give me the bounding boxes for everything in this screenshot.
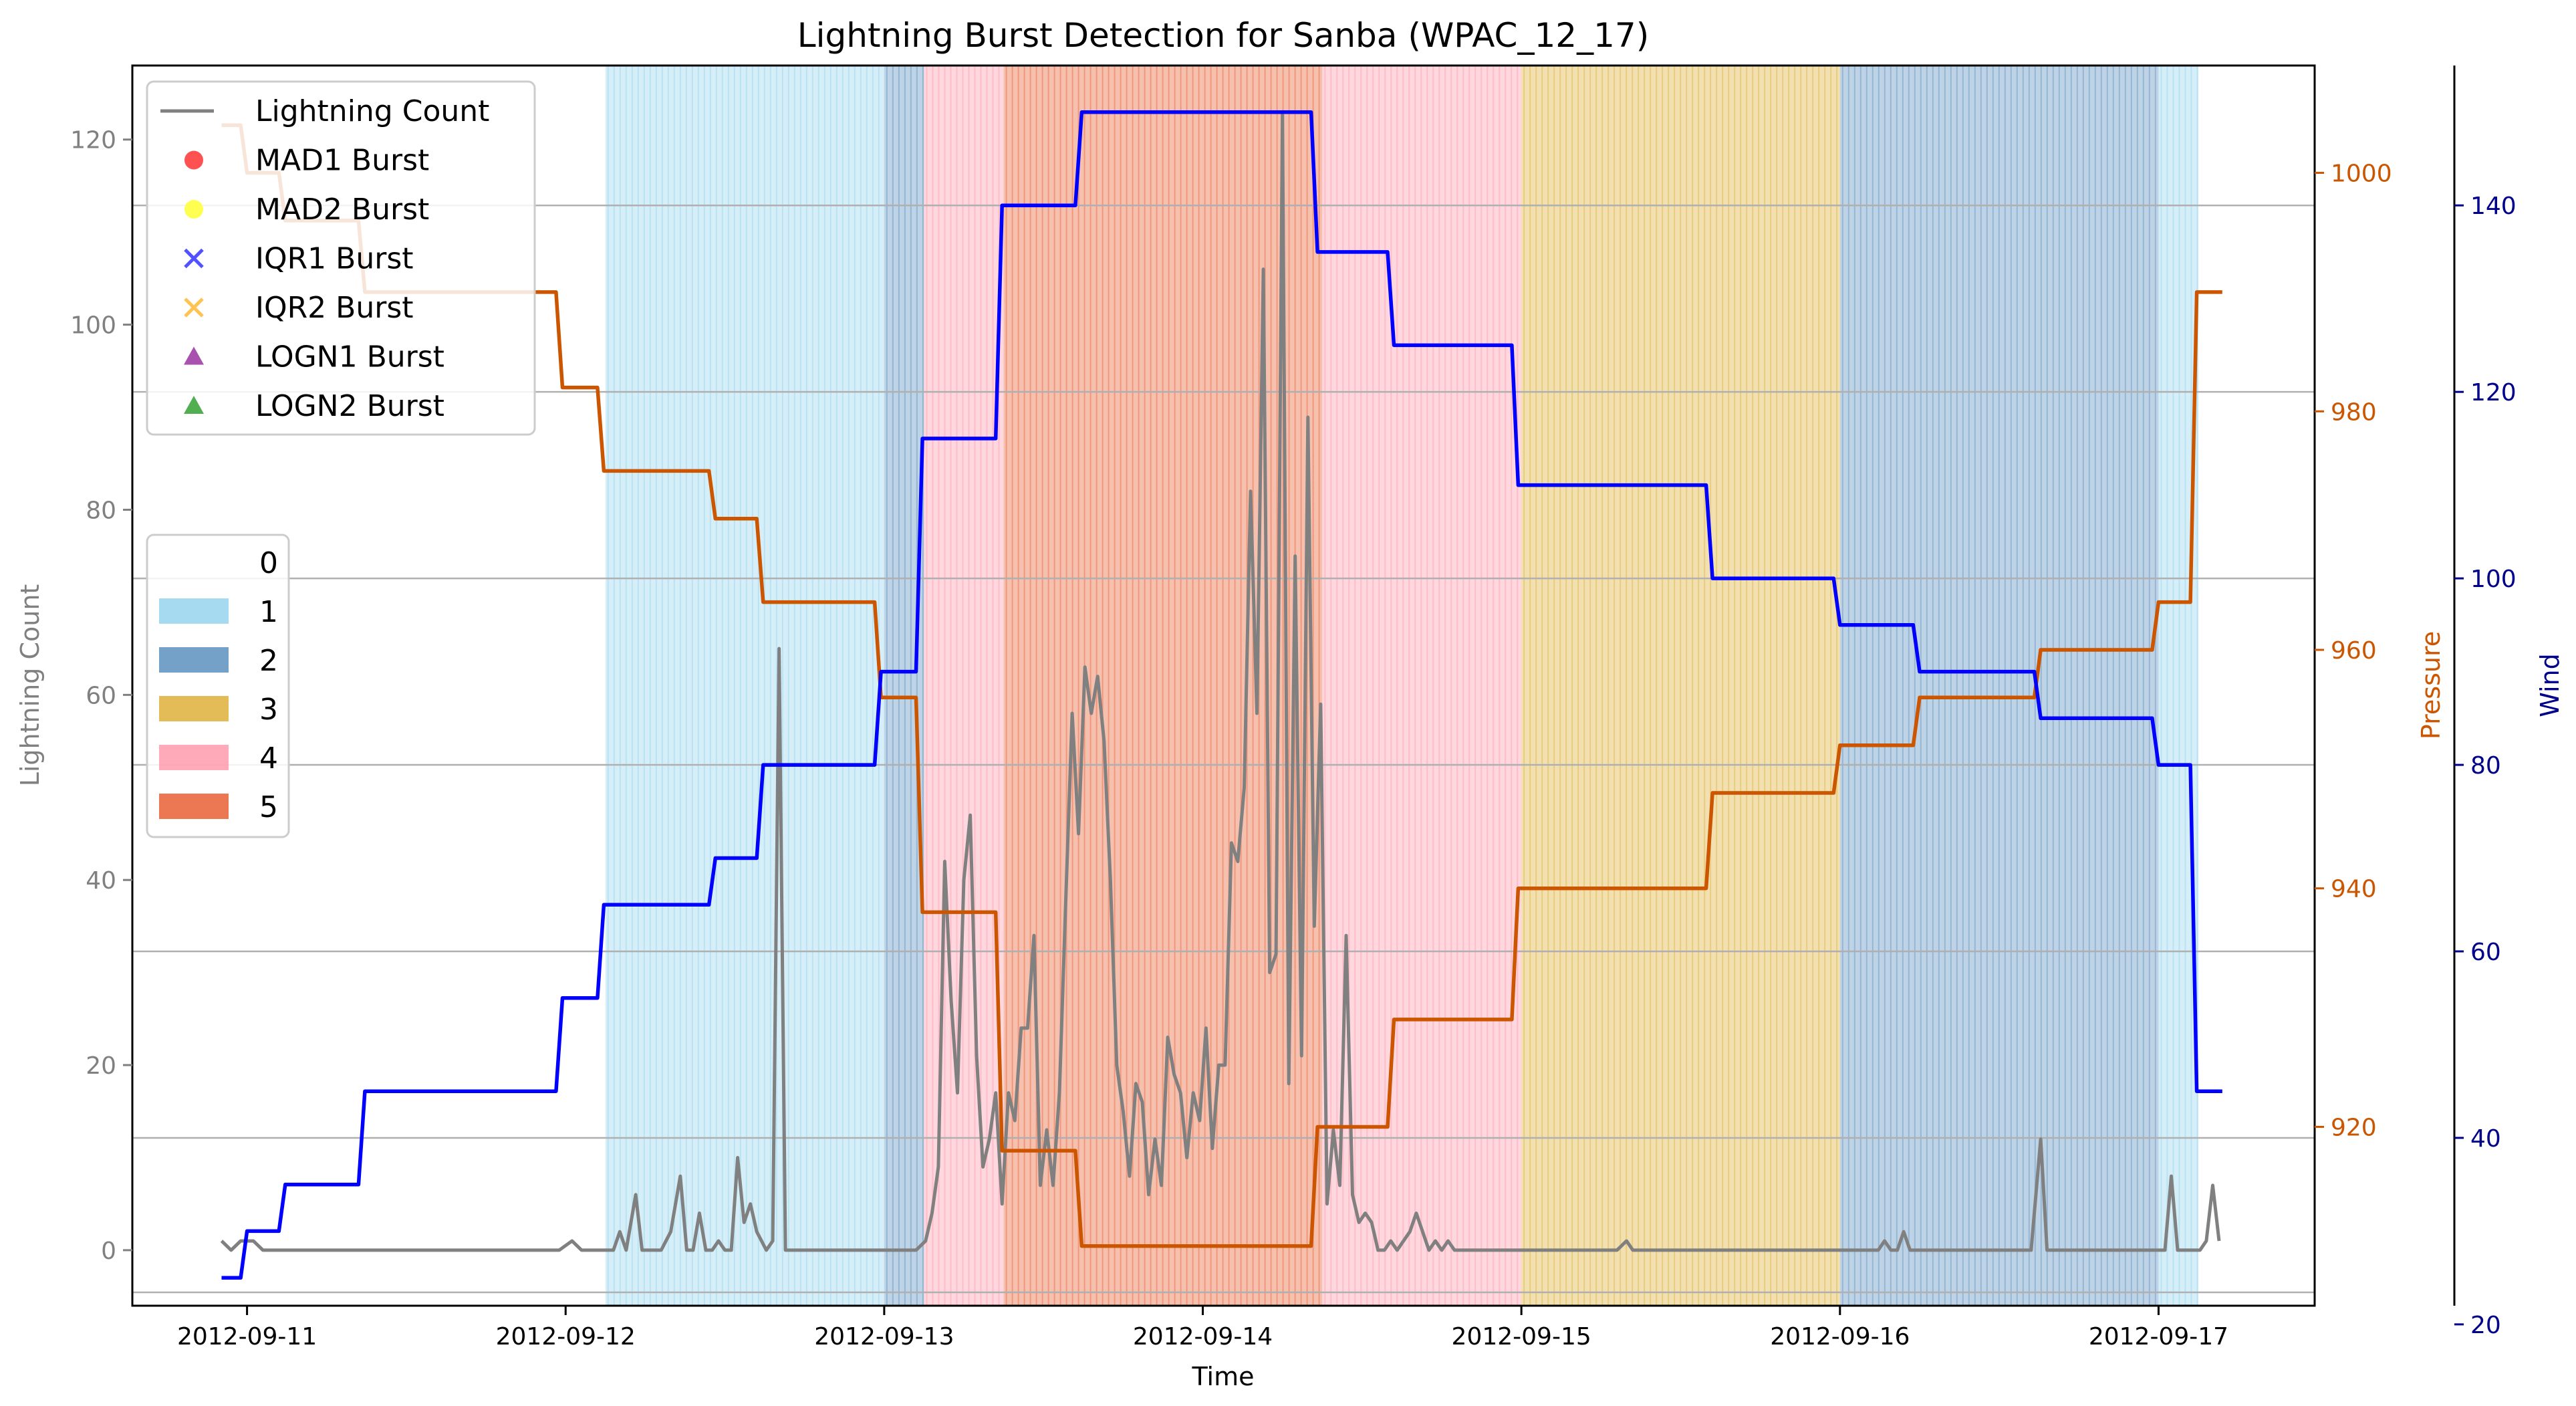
legend-swatch xyxy=(159,598,229,624)
wind-tick-label: 100 xyxy=(2470,566,2517,593)
legend-label: 2 xyxy=(259,644,278,678)
legend-label: IQR1 Burst xyxy=(255,242,414,276)
x-tick-label: 2012-09-15 xyxy=(1452,1323,1591,1351)
plot-frame xyxy=(131,64,2316,1307)
left-tick-label: 40 xyxy=(86,867,116,895)
band-hatch xyxy=(1841,66,2156,1306)
wind-axis: 20 40 60 80 100 120 140 xyxy=(2453,66,2517,1339)
lightning-count-axis-label: Lightning Count xyxy=(15,584,45,787)
gridlines xyxy=(132,204,2315,1294)
series-line-wind xyxy=(221,110,2222,1280)
x-tick-label: 2012-09-12 xyxy=(496,1323,636,1351)
left-tick-label: 100 xyxy=(70,312,116,340)
legend-marker-triangle xyxy=(184,396,204,414)
band-hatch xyxy=(2160,66,2198,1306)
pressure-axis: 920 940 960 980 1000 xyxy=(2315,160,2392,1141)
legend-label: 1 xyxy=(259,595,278,629)
legend-marker-triangle xyxy=(184,346,204,365)
left-tick-label: 0 xyxy=(101,1238,116,1265)
left-tick-label: 20 xyxy=(86,1052,116,1080)
wind-tick-label: 80 xyxy=(2470,752,2501,780)
legend-marker-circle xyxy=(184,150,203,170)
legend-marker-x xyxy=(184,298,204,318)
left-tick-label: 120 xyxy=(70,127,116,154)
legend-swatch xyxy=(159,745,229,770)
legend-box xyxy=(146,80,536,436)
category-band-2 xyxy=(884,66,924,1306)
band-hatch xyxy=(1523,66,1838,1306)
pressure-tick-label: 1000 xyxy=(2331,160,2392,188)
x-tick-label: 2012-09-17 xyxy=(2089,1323,2228,1351)
category-band-5 xyxy=(1003,66,1323,1306)
category-legend: 0 1 2 3 4 5 xyxy=(146,534,290,838)
legend-label: LOGN2 Burst xyxy=(255,389,444,423)
legend-label: MAD1 Burst xyxy=(255,144,429,178)
legend-swatch xyxy=(159,696,229,721)
x-tick-label: 2012-09-16 xyxy=(1770,1323,1910,1351)
wind-tick-label: 140 xyxy=(2470,193,2517,220)
legend-swatch xyxy=(159,647,229,673)
x-tick-label: 2012-09-11 xyxy=(177,1323,317,1351)
category-band-4 xyxy=(924,66,1004,1306)
legend-label: 0 xyxy=(259,546,278,580)
pressure-axis-label: Pressure xyxy=(2416,631,2446,739)
legend-label: 3 xyxy=(259,693,278,727)
wind-tick-label: 20 xyxy=(2470,1312,2501,1339)
category-band-2 xyxy=(1839,66,2159,1306)
band-hatch xyxy=(1324,66,1519,1306)
legend-label: LOGN1 Burst xyxy=(255,340,444,374)
band-hatch xyxy=(886,66,924,1306)
category-band-1 xyxy=(2158,66,2199,1306)
pressure-tick-label: 940 xyxy=(2331,876,2377,903)
x-tick-label: 2012-09-13 xyxy=(814,1323,954,1351)
category-band-4 xyxy=(1322,66,1522,1306)
wind-tick-label: 120 xyxy=(2470,379,2517,406)
pressure-tick-label: 960 xyxy=(2331,637,2377,665)
pressure-tick-label: 980 xyxy=(2331,398,2377,426)
legend-swatch xyxy=(159,794,229,819)
x-axis: 2012-09-11 2012-09-12 2012-09-13 2012-09-14… xyxy=(177,1306,2228,1351)
wind-axis-label: Wind xyxy=(2535,653,2565,717)
burst-legend: Lightning Count MAD1 Burst MAD2 Burst IQR1 … xyxy=(146,80,536,436)
band-hatch xyxy=(607,66,880,1306)
chart-title: Lightning Burst Detection for Sanba (WPA… xyxy=(797,16,1649,55)
left-tick-label: 80 xyxy=(86,497,116,524)
series-line-lightning-count xyxy=(220,110,2221,1252)
x-tick-label: 2012-09-14 xyxy=(1133,1323,1273,1351)
legend-marker-x xyxy=(184,248,204,269)
legend-label: IQR2 Burst xyxy=(255,291,414,325)
legend-label: 4 xyxy=(259,741,278,776)
legend-marker-circle xyxy=(184,200,203,219)
x-axis-label: Time xyxy=(1192,1362,1255,1391)
legend-label: 5 xyxy=(259,790,278,824)
category-band-3 xyxy=(1521,66,1840,1306)
pressure-tick-label: 920 xyxy=(2331,1114,2377,1141)
wind-tick-label: 40 xyxy=(2470,1125,2501,1153)
category-bands xyxy=(605,66,2199,1306)
legend-label: Lightning Count xyxy=(255,94,489,128)
lightning-count-axis: 0 20 40 60 80 100 120 xyxy=(70,127,132,1265)
category-band-1 xyxy=(605,66,884,1306)
left-tick-label: 60 xyxy=(86,682,116,709)
wind-tick-label: 60 xyxy=(2470,939,2501,966)
legend-label: MAD2 Burst xyxy=(255,193,429,227)
